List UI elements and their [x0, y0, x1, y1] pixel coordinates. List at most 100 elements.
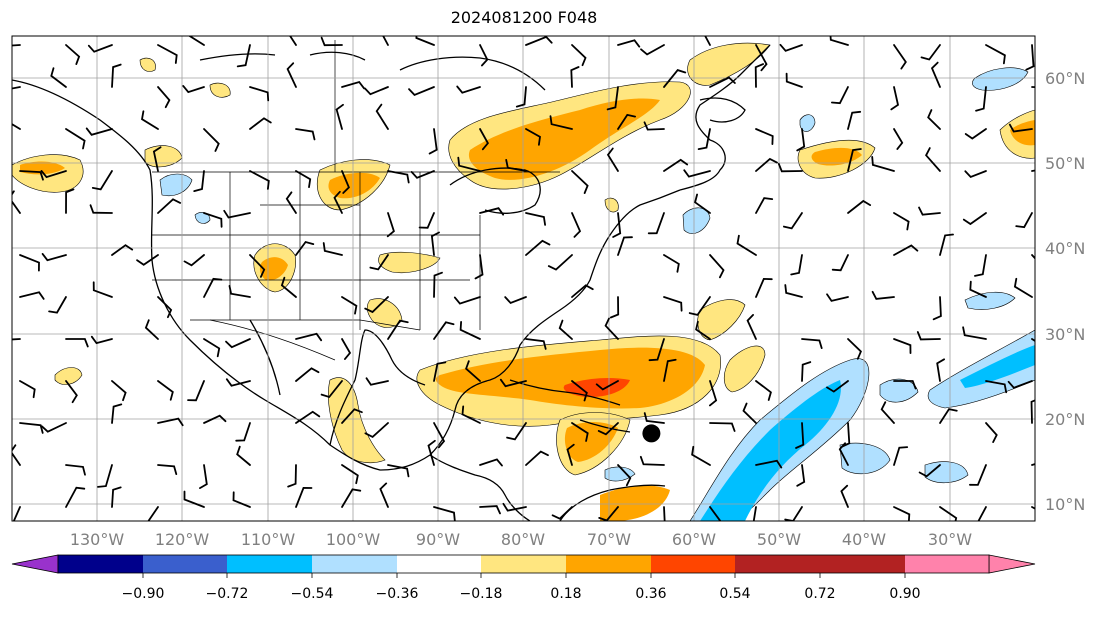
- wind-barb: [111, 380, 127, 402]
- wind-barb: [694, 193, 711, 214]
- wind-barb: [89, 204, 113, 214]
- colorbar-tick-label: 0.36: [635, 586, 666, 602]
- positive-anomaly-shading: [12, 42, 1035, 521]
- wind-barb: [479, 458, 503, 467]
- wind-barb: [364, 86, 389, 96]
- wind-barb: [558, 319, 573, 340]
- wind-barb: [525, 239, 551, 256]
- wind-barb: [479, 207, 505, 216]
- wind-barb: [916, 331, 941, 341]
- wind-barb: [341, 464, 359, 485]
- wind-barb: [525, 212, 546, 226]
- wind-barb: [295, 332, 323, 342]
- wind-barb: [790, 254, 803, 276]
- wind-barb: [930, 61, 941, 88]
- wind-barb: [183, 254, 205, 267]
- wind-barb: [111, 403, 123, 424]
- wind-barb: [433, 321, 455, 340]
- wind-barb: [453, 296, 481, 305]
- negative-anomaly-shading: [159, 67, 1035, 521]
- wind-barb: [755, 157, 778, 172]
- wind-barb: [387, 464, 410, 478]
- wind-barb: [525, 36, 553, 46]
- wind-barb: [408, 86, 435, 96]
- wind-barb: [341, 170, 350, 194]
- wind-barb: [461, 405, 481, 424]
- wind-barb: [249, 117, 272, 130]
- wind-barb: [893, 128, 904, 150]
- wind-barb: [784, 506, 803, 521]
- wind-barb: [974, 254, 987, 277]
- wind-barb: [295, 410, 321, 424]
- wind-barb: [525, 450, 549, 466]
- wind-barb: [92, 281, 113, 298]
- lon-label: 100°W: [326, 530, 381, 549]
- wind-barb: [111, 63, 122, 88]
- wind-barb: [111, 486, 122, 508]
- wind-barb: [785, 72, 803, 88]
- wind-barb: [880, 401, 895, 424]
- wind-barb: [65, 44, 81, 65]
- lon-label: 80°W: [501, 530, 545, 549]
- wind-barb: [742, 402, 757, 424]
- colorbar-tick-label: 0.54: [719, 586, 750, 602]
- wind-barb: [918, 206, 941, 216]
- wind-barbs: [12, 36, 1035, 521]
- wind-barb: [502, 502, 527, 512]
- wind-barb: [754, 63, 764, 88]
- wind-barb: [784, 284, 803, 298]
- wind-barb: [571, 422, 589, 442]
- wind-barb: [1025, 44, 1035, 71]
- lat-label: 20°N: [1045, 410, 1085, 429]
- colorbar-bin: [227, 555, 312, 573]
- wind-barb: [433, 271, 443, 298]
- wind-barb: [157, 380, 174, 401]
- political-borders: [152, 40, 560, 361]
- wind-barb: [964, 170, 987, 179]
- wind-barb: [286, 62, 297, 88]
- wind-barb: [683, 169, 711, 178]
- wind-barb: [12, 506, 21, 521]
- wind-barb: [796, 128, 806, 152]
- wind-barb: [203, 212, 223, 228]
- wind-barb: [203, 277, 223, 298]
- wind-barb: [525, 338, 547, 350]
- wind-barb: [19, 422, 44, 434]
- wind-barb: [551, 506, 573, 520]
- wind-barb: [893, 446, 909, 466]
- wind-barb: [663, 69, 687, 88]
- storm-center-marker: [642, 424, 661, 443]
- wind-barb: [570, 66, 580, 88]
- wind-barb: [847, 338, 862, 360]
- lat-label: 40°N: [1045, 239, 1085, 258]
- wind-barb: [831, 254, 849, 272]
- wind-barb: [1008, 123, 1033, 133]
- wind-barb: [977, 506, 987, 521]
- wind-barb: [939, 233, 954, 256]
- wind-barb: [320, 380, 343, 399]
- wind-barb: [736, 234, 757, 256]
- wind-barb: [203, 338, 221, 358]
- wind-barb: [663, 358, 677, 382]
- wind-barb: [387, 170, 410, 184]
- wind-barb: [289, 36, 297, 46]
- wind-barb: [506, 422, 527, 441]
- wind-barb: [415, 36, 435, 46]
- wind-barb: [697, 128, 711, 150]
- wind-barb: [663, 506, 666, 521]
- map-frame: [11, 35, 1036, 522]
- wind-barb: [225, 378, 251, 387]
- wind-barb: [41, 422, 67, 433]
- wind-barb: [571, 212, 582, 238]
- wind-barb: [19, 291, 45, 300]
- wind-barb: [709, 422, 736, 432]
- map-panel: [12, 36, 1035, 521]
- wind-barb: [364, 296, 389, 314]
- wind-barb: [97, 464, 113, 488]
- wind-barb: [604, 317, 619, 340]
- wind-barb: [157, 417, 184, 427]
- wind-barb: [285, 191, 297, 214]
- wind-barb: [755, 277, 773, 298]
- lat-label: 60°N: [1045, 69, 1085, 88]
